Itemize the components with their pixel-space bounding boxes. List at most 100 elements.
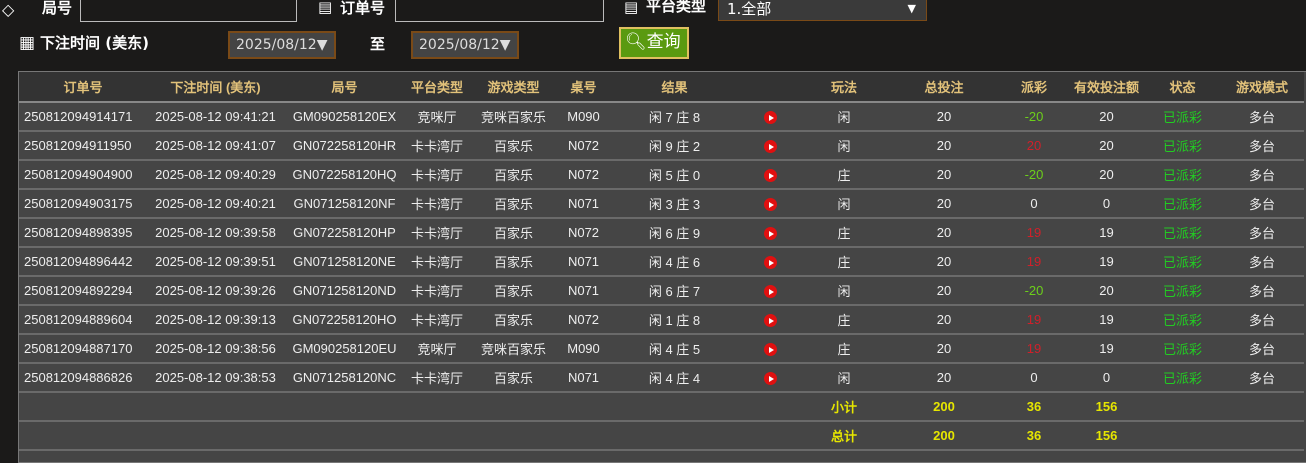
platform-select[interactable]: 1.全部 ▼ (718, 0, 927, 21)
table-row: 250812094896442 2025-08-12 09:39:51 GN0712… (19, 247, 1304, 277)
cell-game-mode: 多台 (1220, 363, 1304, 393)
table-row: 250812094914171 2025-08-12 09:41:21 GM0902… (19, 102, 1304, 132)
cell-status: 已派彩 (1145, 363, 1220, 393)
play-video-icon[interactable] (763, 256, 777, 270)
cell-payout: 19 (1000, 334, 1068, 364)
table-row: 250812094889604 2025-08-12 09:39:13 GN0722… (19, 305, 1304, 335)
cell-total-bet: 20 (888, 305, 1000, 335)
header-video (740, 72, 800, 103)
play-video-icon[interactable] (763, 169, 777, 183)
cell-bet-type: 庄 (800, 247, 888, 277)
cell-platform-type: 卡卡湾厅 (405, 189, 469, 219)
header-platform-type: 平台类型 (405, 72, 469, 103)
cell-order-no: 250812094898395 (19, 218, 147, 248)
cell-order-no: 250812094896442 (19, 247, 147, 277)
cell-platform-type: 卡卡湾厅 (405, 305, 469, 335)
cell-platform-type: 卡卡湾厅 (405, 247, 469, 277)
cell-table-no: M090 (558, 334, 609, 364)
cell-table-no: N072 (558, 218, 609, 248)
cell-round-no: GN071258120NC (284, 363, 405, 393)
cell-total-bet: 20 (888, 218, 1000, 248)
date-to-value: 2025/08/12 (419, 37, 500, 53)
order-input[interactable] (395, 0, 604, 22)
cell-video (740, 102, 800, 132)
cell-result: 闲 1 庄 8 (609, 305, 740, 335)
cell-game-mode: 多台 (1220, 276, 1304, 306)
cell-platform-type: 卡卡湾厅 (405, 160, 469, 190)
cell-bet-type: 庄 (800, 160, 888, 190)
chevron-down-icon: ▼ (907, 2, 916, 15)
cell-status: 已派彩 (1145, 247, 1220, 277)
platform-label: 平台类型 (646, 0, 707, 15)
subtotal-cell (609, 392, 740, 422)
cell-total-bet: 20 (888, 276, 1000, 306)
table-row: 250812094886826 2025-08-12 09:38:53 GN0712… (19, 363, 1304, 393)
cell-bet-type: 庄 (800, 218, 888, 248)
cell-order-no: 250812094903175 (19, 189, 147, 219)
subtotal-cell (405, 392, 469, 422)
header-round-no: 局号 (284, 72, 405, 103)
table-row: 250812094898395 2025-08-12 09:39:58 GN0722… (19, 218, 1304, 248)
cell-total-bet: 20 (888, 363, 1000, 393)
cell-order-no: 250812094914171 (19, 102, 147, 132)
play-video-icon[interactable] (763, 285, 777, 299)
chevron-down-icon: ▼ (499, 37, 511, 53)
subtotal-total-bet: 200 (888, 392, 1000, 422)
cell-valid-bet: 19 (1068, 218, 1145, 248)
server-icon: ▤ (624, 0, 639, 16)
cell-payout: -20 (1000, 160, 1068, 190)
cell-round-no: GM090258120EU (284, 334, 405, 364)
cell-round-no: GN071258120NF (284, 189, 405, 219)
list-icon: ▤ (318, 0, 333, 16)
play-video-icon[interactable] (763, 111, 777, 125)
cell-bet-time: 2025-08-12 09:38:53 (147, 363, 284, 393)
play-video-icon[interactable] (763, 227, 777, 241)
cell-bet-time: 2025-08-12 09:38:56 (147, 334, 284, 364)
cell-status: 已派彩 (1145, 276, 1220, 306)
cell-result: 闲 4 庄 5 (609, 334, 740, 364)
cell-bet-type: 庄 (800, 305, 888, 335)
cell-payout: 19 (1000, 247, 1068, 277)
cell-table-no: N071 (558, 363, 609, 393)
cell-table-no: N072 (558, 160, 609, 190)
results-table: 订单号 下注时间 (美东) 局号 平台类型 游戏类型 桌号 结果 玩法 总投注 派彩 有效投注额 状态… (19, 72, 1304, 451)
header-game-mode: 游戏模式 (1220, 72, 1304, 103)
order-label: 订单号 (340, 0, 386, 17)
cell-game-mode: 多台 (1220, 218, 1304, 248)
cell-bet-time: 2025-08-12 09:41:07 (147, 131, 284, 161)
query-button[interactable]: 🔍︎查询 (619, 27, 689, 59)
cell-valid-bet: 19 (1068, 334, 1145, 364)
chevron-down-icon: ▼ (316, 37, 328, 53)
cell-game-type: 百家乐 (469, 305, 558, 335)
round-input[interactable] (80, 0, 297, 22)
cell-valid-bet: 20 (1068, 131, 1145, 161)
cell-bet-time: 2025-08-12 09:41:21 (147, 102, 284, 132)
play-video-icon[interactable] (763, 198, 777, 212)
table-row: 250812094911950 2025-08-12 09:41:07 GN0722… (19, 131, 1304, 161)
cell-status: 已派彩 (1145, 305, 1220, 335)
play-video-icon[interactable] (763, 343, 777, 357)
cell-payout: 20 (1000, 131, 1068, 161)
play-video-icon[interactable] (763, 372, 777, 386)
cell-table-no: N072 (558, 305, 609, 335)
total-cell (1220, 421, 1304, 451)
play-video-icon[interactable] (763, 140, 777, 154)
cell-platform-type: 卡卡湾厅 (405, 218, 469, 248)
date-to-picker[interactable]: 2025/08/12▼ (411, 31, 519, 59)
cell-video (740, 160, 800, 190)
cell-result: 闲 4 庄 6 (609, 247, 740, 277)
cell-table-no: N071 (558, 247, 609, 277)
date-from-picker[interactable]: 2025/08/12▼ (228, 31, 336, 59)
cell-result: 闲 9 庄 2 (609, 131, 740, 161)
play-video-icon[interactable] (763, 314, 777, 328)
total-cell (147, 421, 284, 451)
table-row: 250812094892294 2025-08-12 09:39:26 GN0712… (19, 276, 1304, 306)
subtotal-cell (19, 392, 147, 422)
subtotal-valid-bet: 156 (1068, 392, 1145, 422)
cell-bet-time: 2025-08-12 09:39:13 (147, 305, 284, 335)
search-icon: 🔍︎ (625, 32, 647, 52)
total-cell (609, 421, 740, 451)
cell-game-type: 百家乐 (469, 218, 558, 248)
total-cell (19, 421, 147, 451)
cell-total-bet: 20 (888, 189, 1000, 219)
